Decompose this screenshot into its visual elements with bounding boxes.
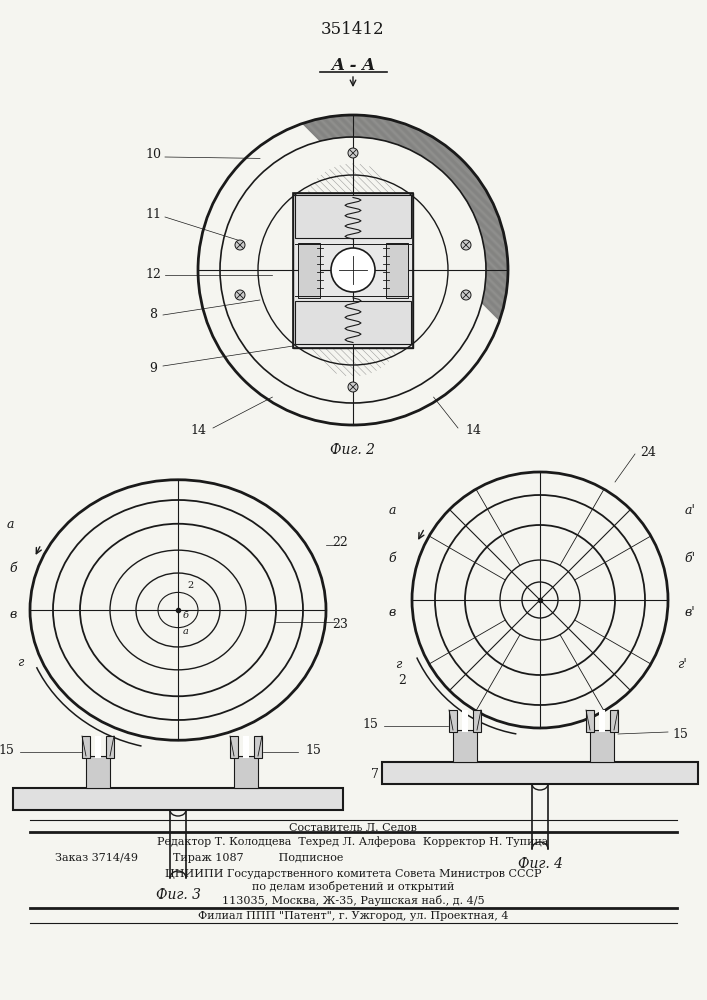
Text: 7: 7: [371, 768, 379, 780]
Circle shape: [235, 240, 245, 250]
Text: 15: 15: [362, 718, 378, 730]
Text: б: б: [183, 610, 189, 619]
Text: 22: 22: [332, 536, 348, 548]
Text: Редактор Т. Колодцева  Техред Л. Алферова  Корректор Н. Тупица: Редактор Т. Колодцева Техред Л. Алферова…: [158, 837, 549, 847]
Bar: [95, 736, 101, 758]
Text: а: а: [6, 518, 13, 532]
Circle shape: [235, 290, 245, 300]
Circle shape: [348, 382, 358, 392]
Bar: [462, 710, 468, 732]
Text: г: г: [17, 656, 23, 668]
Bar: [13, 788, 343, 810]
Bar: [254, 736, 262, 758]
Text: 10: 10: [145, 148, 161, 161]
Circle shape: [348, 148, 358, 158]
Bar: [295, 301, 411, 344]
Text: б: б: [9, 562, 17, 574]
Bar: [295, 194, 411, 238]
Text: 113035, Москва, Ж-35, Раушская наб., д. 4/5: 113035, Москва, Ж-35, Раушская наб., д. …: [222, 894, 484, 906]
Text: Фиг. 4: Фиг. 4: [518, 857, 563, 871]
Text: ЦНИИПИ Государственного комитета Совета Министров СССР: ЦНИИПИ Государственного комитета Совета …: [165, 869, 542, 879]
Text: в: в: [388, 605, 396, 618]
Text: 12: 12: [145, 268, 161, 282]
Text: 2: 2: [398, 674, 406, 686]
Text: 11: 11: [145, 209, 161, 222]
Text: б: б: [388, 552, 396, 564]
Bar: [243, 736, 249, 758]
Text: 9: 9: [149, 361, 157, 374]
Circle shape: [461, 240, 471, 250]
Bar: [590, 730, 614, 762]
Bar: [599, 710, 605, 732]
Text: г': г': [677, 658, 687, 672]
Text: в': в': [684, 605, 695, 618]
Bar: [386, 242, 408, 298]
Bar: [586, 710, 594, 732]
Circle shape: [461, 290, 471, 300]
Bar: [106, 736, 114, 758]
Text: 15: 15: [0, 744, 14, 756]
Text: по делам изобретений и открытий: по делам изобретений и открытий: [252, 880, 454, 892]
Text: 351412: 351412: [321, 21, 385, 38]
Circle shape: [331, 248, 375, 292]
Text: г: г: [395, 658, 401, 672]
Text: Составитель Л. Седов: Составитель Л. Седов: [289, 822, 417, 832]
Bar: [293, 192, 413, 348]
Text: а: а: [183, 628, 189, 637]
Text: Заказ 3714/49          Тираж 1087          Подписное: Заказ 3714/49 Тираж 1087 Подписное: [55, 853, 344, 863]
Text: 24: 24: [640, 446, 656, 458]
Bar: [382, 762, 698, 784]
Text: Филиал ППП "Патент", г. Ужгород, ул. Проектная, 4: Филиал ППП "Патент", г. Ужгород, ул. Про…: [198, 911, 508, 921]
Text: в: в: [9, 608, 17, 621]
Bar: [298, 242, 320, 298]
Bar: [82, 736, 90, 758]
Bar: [453, 730, 477, 762]
Text: 7: 7: [274, 794, 282, 806]
Bar: [230, 736, 238, 758]
Bar: [610, 710, 618, 732]
Text: а: а: [388, 504, 396, 516]
Bar: [293, 192, 413, 348]
Text: 15: 15: [672, 728, 688, 740]
Text: 15: 15: [305, 744, 321, 756]
Bar: [86, 756, 110, 788]
Text: A - A: A - A: [331, 56, 375, 74]
Text: 23: 23: [332, 618, 348, 632]
Text: Фиг. 3: Фиг. 3: [156, 888, 201, 902]
Text: 8: 8: [149, 308, 157, 322]
Bar: [449, 710, 457, 732]
Text: 2: 2: [187, 580, 193, 589]
Text: б': б': [684, 552, 696, 564]
Bar: [473, 710, 481, 732]
Bar: [234, 756, 258, 788]
Text: 14: 14: [190, 424, 206, 436]
Text: Фиг. 2: Фиг. 2: [330, 443, 375, 457]
Text: а': а': [684, 504, 696, 516]
Text: 14: 14: [465, 424, 481, 436]
